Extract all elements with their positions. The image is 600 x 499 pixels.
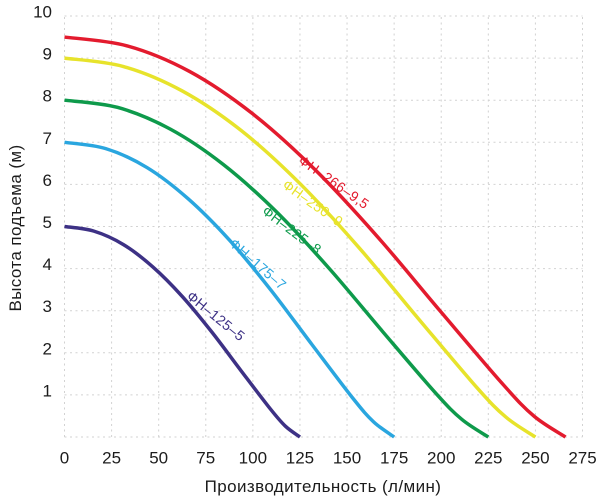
curves-layer (64, 35, 567, 439)
x-tick-label: 100 (239, 449, 267, 468)
x-tick-label: 175 (380, 449, 408, 468)
x-tick-label: 200 (427, 449, 455, 468)
y-tick-label: 5 (43, 213, 52, 232)
y-tick-label: 2 (43, 339, 52, 358)
y-tick-label: 1 (43, 381, 52, 400)
x-tick-label: 50 (149, 449, 168, 468)
y-axis-title: Высота подъема (м) (6, 144, 25, 312)
x-tick-label: 150 (333, 449, 361, 468)
pump-curve (64, 98, 490, 439)
x-tick-label: 125 (286, 449, 314, 468)
x-tick-label: 250 (521, 449, 549, 468)
grid-layer (64, 15, 583, 438)
y-tick-label: 3 (43, 297, 52, 316)
y-tick-label: 10 (33, 3, 52, 22)
x-tick-label: 275 (568, 449, 596, 468)
pump-curve (64, 224, 301, 439)
x-tick-label: 225 (474, 449, 502, 468)
x-tick-label: 0 (60, 449, 69, 468)
y-tick-label: 9 (43, 45, 52, 64)
y-tick-label: 7 (43, 129, 52, 148)
y-tick-label: 8 (43, 87, 52, 106)
pump-curve (64, 35, 567, 439)
pump-curve (64, 56, 537, 439)
x-tick-label: 25 (102, 449, 121, 468)
y-tick-label: 4 (43, 255, 52, 274)
x-axis-title: Производительность (л/мин) (204, 477, 442, 496)
x-tick-label: 75 (196, 449, 215, 468)
y-tick-label: 6 (43, 171, 52, 190)
pump-curve (64, 140, 396, 439)
